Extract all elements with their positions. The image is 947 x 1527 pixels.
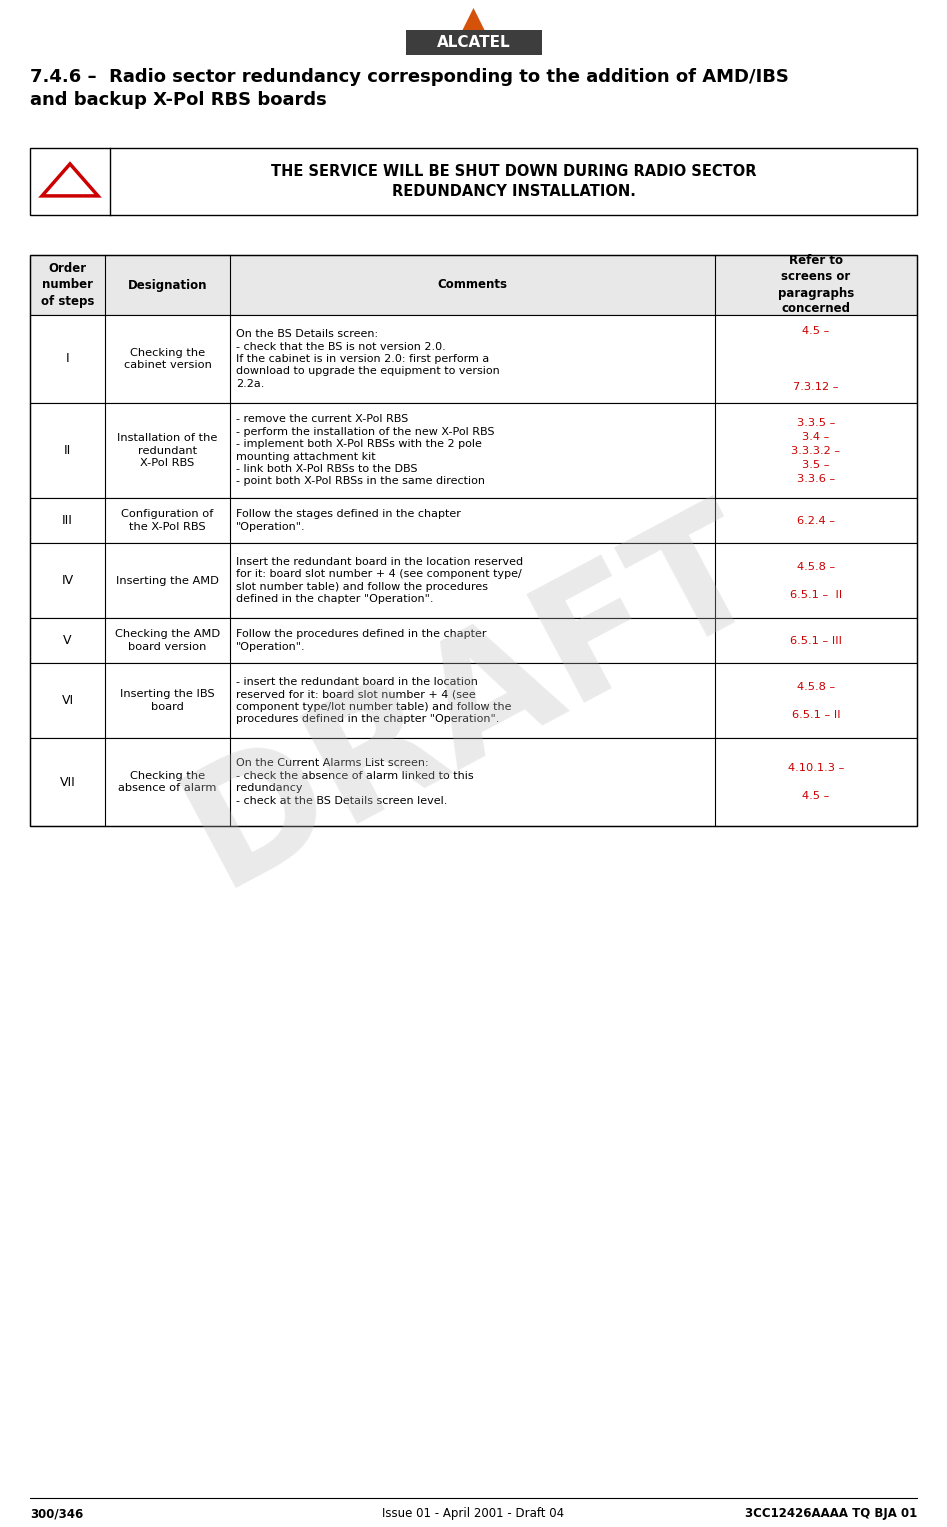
Text: Comments: Comments xyxy=(438,278,508,292)
FancyBboxPatch shape xyxy=(30,403,917,498)
Text: Issue 01 - April 2001 - Draft 04: Issue 01 - April 2001 - Draft 04 xyxy=(383,1507,564,1521)
Text: DRAFT: DRAFT xyxy=(160,483,787,918)
Text: 7.4.6 –  Radio sector redundancy corresponding to the addition of AMD/IBS
and ba: 7.4.6 – Radio sector redundancy correspo… xyxy=(30,69,789,108)
FancyBboxPatch shape xyxy=(30,255,917,315)
FancyBboxPatch shape xyxy=(30,663,917,738)
Text: 6.5.1 – III: 6.5.1 – III xyxy=(790,635,842,646)
Text: Installation of the
redundant
X-Pol RBS: Installation of the redundant X-Pol RBS xyxy=(117,434,218,467)
Text: 300/346: 300/346 xyxy=(30,1507,83,1521)
Text: Configuration of
the X-Pol RBS: Configuration of the X-Pol RBS xyxy=(121,510,214,531)
Text: Checking the
cabinet version: Checking the cabinet version xyxy=(123,348,211,370)
Text: Refer to
screens or
paragraphs
concerned: Refer to screens or paragraphs concerned xyxy=(777,255,854,316)
Text: 6.2.4 –: 6.2.4 – xyxy=(797,516,835,525)
Text: - remove the current X-Pol RBS
- perform the installation of the new X-Pol RBS
-: - remove the current X-Pol RBS - perform… xyxy=(236,414,494,487)
Text: 3.3.5 –
3.4 –
3.3.3.2 –
3.5 –
3.3.6 –: 3.3.5 – 3.4 – 3.3.3.2 – 3.5 – 3.3.6 – xyxy=(792,417,841,484)
Text: 4.5.8 –

6.5.1 – II: 4.5.8 – 6.5.1 – II xyxy=(792,681,840,719)
Polygon shape xyxy=(462,8,485,31)
Text: 4.5.8 –

6.5.1 –  II: 4.5.8 – 6.5.1 – II xyxy=(790,562,842,600)
Text: 4.5 –



7.3.12 –: 4.5 – 7.3.12 – xyxy=(794,325,839,392)
Text: VI: VI xyxy=(62,693,74,707)
Text: Follow the stages defined in the chapter
"Operation".: Follow the stages defined in the chapter… xyxy=(236,510,461,531)
Text: On the Current Alarms List screen:
- check the absence of alarm linked to this
r: On the Current Alarms List screen: - che… xyxy=(236,759,474,806)
Text: Inserting the AMD: Inserting the AMD xyxy=(116,576,219,585)
FancyBboxPatch shape xyxy=(30,498,917,544)
Text: ALCATEL: ALCATEL xyxy=(437,35,510,50)
FancyBboxPatch shape xyxy=(30,618,917,663)
Text: Checking the
absence of alarm: Checking the absence of alarm xyxy=(118,771,217,793)
Text: II: II xyxy=(63,444,71,457)
Text: VII: VII xyxy=(60,776,76,788)
Polygon shape xyxy=(42,163,98,195)
FancyBboxPatch shape xyxy=(30,148,917,215)
Text: Inserting the IBS
board: Inserting the IBS board xyxy=(120,689,215,712)
Text: 4.10.1.3 –

4.5 –: 4.10.1.3 – 4.5 – xyxy=(788,764,844,802)
Text: THE SERVICE WILL BE SHUT DOWN DURING RADIO SECTOR
REDUNDANCY INSTALLATION.: THE SERVICE WILL BE SHUT DOWN DURING RAD… xyxy=(271,163,757,200)
Text: Checking the AMD
board version: Checking the AMD board version xyxy=(115,629,220,652)
Text: Follow the procedures defined in the chapter
"Operation".: Follow the procedures defined in the cha… xyxy=(236,629,487,652)
Text: Designation: Designation xyxy=(128,278,207,292)
FancyBboxPatch shape xyxy=(405,31,542,55)
FancyBboxPatch shape xyxy=(30,544,917,618)
Text: IV: IV xyxy=(62,574,74,586)
Text: 3CC12426AAAA TQ BJA 01: 3CC12426AAAA TQ BJA 01 xyxy=(744,1507,917,1521)
FancyBboxPatch shape xyxy=(30,738,917,826)
Text: V: V xyxy=(63,634,72,647)
Text: - insert the redundant board in the location
reserved for it: board slot number : - insert the redundant board in the loca… xyxy=(236,676,511,724)
FancyBboxPatch shape xyxy=(30,315,917,403)
Text: On the BS Details screen:
- check that the BS is not version 2.0.
If the cabinet: On the BS Details screen: - check that t… xyxy=(236,330,500,389)
Text: III: III xyxy=(63,515,73,527)
Text: Order
number
of steps: Order number of steps xyxy=(41,263,94,307)
Text: Insert the redundant board in the location reserved
for it: board slot number + : Insert the redundant board in the locati… xyxy=(236,557,523,605)
Text: I: I xyxy=(65,353,69,365)
